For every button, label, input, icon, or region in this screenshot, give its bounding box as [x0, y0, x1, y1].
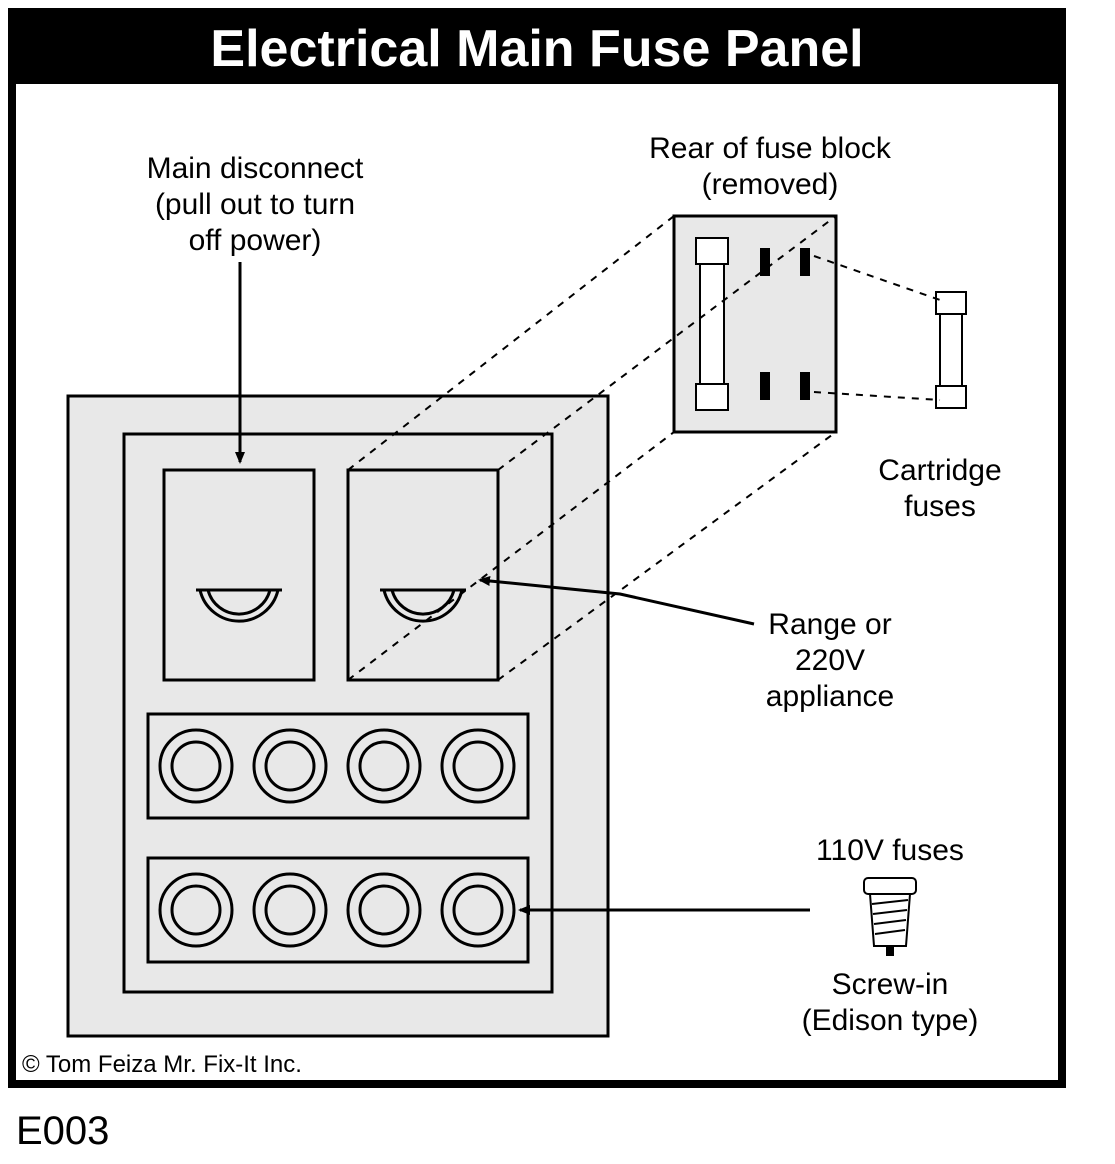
pullout-right	[348, 470, 498, 680]
svg-text:Range or: Range or	[768, 608, 891, 641]
svg-text:fuses: fuses	[904, 490, 976, 523]
pullout-left	[164, 470, 314, 680]
copyright-text: © Tom Feiza Mr. Fix-It Inc.	[22, 1051, 302, 1078]
svg-text:Screw-in: Screw-in	[832, 968, 949, 1001]
svg-text:(Edison type): (Edison type)	[802, 1004, 979, 1037]
svg-text:(removed): (removed)	[702, 168, 839, 201]
rear-fuse-block	[674, 216, 836, 432]
diagram-svg: Electrical Main Fuse Panel	[0, 0, 1115, 1164]
svg-text:(pull out to turn: (pull out to turn	[155, 188, 355, 221]
svg-text:Rear of fuse block: Rear of fuse block	[649, 132, 892, 165]
figure-id: E003	[16, 1109, 109, 1153]
svg-text:Cartridge: Cartridge	[878, 454, 1001, 487]
diagram-container: Electrical Main Fuse Panel	[0, 0, 1115, 1164]
svg-text:Main disconnect: Main disconnect	[147, 152, 364, 185]
svg-text:220V: 220V	[795, 644, 865, 677]
svg-text:off power): off power)	[189, 224, 322, 257]
cartridge-fuse-icon	[936, 292, 966, 408]
title-text: Electrical Main Fuse Panel	[210, 20, 863, 78]
svg-text:110V fuses: 110V fuses	[816, 834, 964, 867]
svg-text:appliance: appliance	[766, 680, 894, 713]
